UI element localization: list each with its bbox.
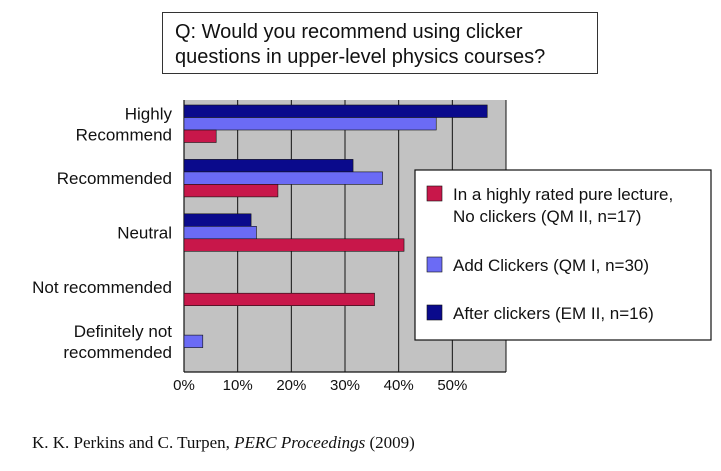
pure-lecture-bar bbox=[183, 292, 375, 307]
caption-authors: K. K. Perkins and C. Turpen, bbox=[32, 433, 235, 452]
legend-swatch bbox=[426, 256, 443, 273]
category-label: Recommended bbox=[57, 169, 172, 188]
x-tick-label: 20% bbox=[276, 377, 306, 394]
caption-journal: PERC Proceedings bbox=[234, 433, 366, 452]
legend-label: Add Clickers (QM I, n=30) bbox=[453, 256, 649, 275]
legend-box bbox=[414, 169, 712, 341]
title-line-1: Q: Would you recommend using clicker bbox=[175, 21, 523, 43]
category-label: Not recommended bbox=[32, 278, 172, 297]
pure-lecture-bar bbox=[183, 184, 279, 198]
category-label: Recommend bbox=[76, 125, 172, 144]
x-tick-label: 10% bbox=[223, 377, 253, 394]
x-tick-label: 0% bbox=[173, 377, 195, 394]
category-label: Highly bbox=[125, 104, 173, 123]
add-clickers-bar bbox=[183, 334, 204, 348]
legend-swatch bbox=[426, 185, 443, 202]
after-clickers-bar bbox=[183, 159, 354, 173]
x-tick-label: 30% bbox=[330, 377, 360, 394]
legend-label: In a highly rated pure lecture, bbox=[453, 185, 673, 204]
title-line-2: questions in upper-level physics courses… bbox=[175, 46, 546, 68]
category-label: Definitely not bbox=[74, 322, 173, 341]
add-clickers-bar bbox=[183, 117, 437, 131]
x-tick-label: 40% bbox=[384, 377, 414, 394]
after-clickers-bar bbox=[183, 213, 252, 227]
legend-label: No clickers (QM II, n=17) bbox=[453, 207, 641, 226]
legend-swatch bbox=[426, 304, 443, 321]
pure-lecture-bar bbox=[183, 129, 217, 143]
pure-lecture-bar bbox=[183, 238, 405, 252]
x-tick-label: 50% bbox=[437, 377, 467, 394]
category-label: recommended bbox=[63, 343, 172, 362]
category-label: Neutral bbox=[117, 224, 172, 243]
citation-caption: K. K. Perkins and C. Turpen, PERC Procee… bbox=[32, 433, 415, 453]
after-clickers-bar bbox=[183, 104, 488, 118]
question-title-box: Q: Would you recommend using clicker que… bbox=[162, 12, 598, 74]
add-clickers-bar bbox=[183, 171, 383, 185]
caption-year: (2009) bbox=[365, 433, 415, 452]
add-clickers-bar bbox=[183, 226, 257, 240]
legend-label: After clickers (EM II, n=16) bbox=[453, 304, 654, 323]
